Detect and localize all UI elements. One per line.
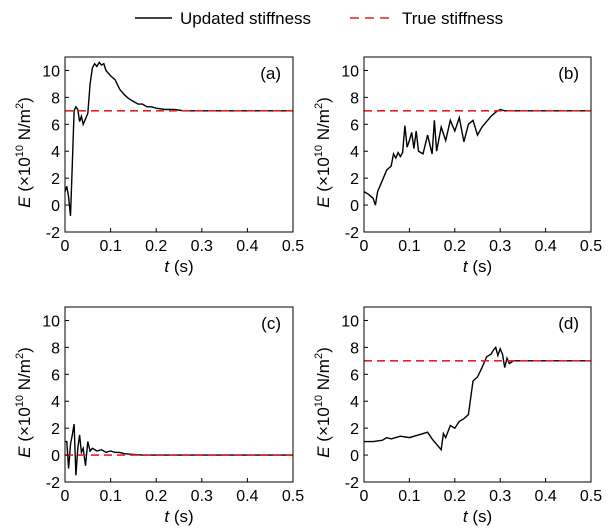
x-tick-label: 0.1 <box>99 238 121 255</box>
x-tick-label: 0.1 <box>99 488 121 505</box>
y-tick-label: 4 <box>51 144 60 161</box>
plot-frame <box>363 306 592 483</box>
x-tick-label: 0.3 <box>489 488 511 505</box>
updated-stiffness-line <box>65 423 293 476</box>
y-axis-label: E (×1010 N/m2) <box>14 347 34 458</box>
y-tick-label: 2 <box>350 421 359 438</box>
panel-label: (d) <box>558 314 579 333</box>
y-tick-label: 8 <box>51 340 60 357</box>
y-tick-label: -2 <box>345 475 359 492</box>
y-axis-label: E (×1010 N/m2) <box>313 97 333 208</box>
plot-frame <box>363 56 592 233</box>
y-tick-label: 8 <box>350 90 359 107</box>
y-tick-label: 6 <box>350 117 359 134</box>
x-tick-label: 0.1 <box>398 488 420 505</box>
x-tick-label: 0.4 <box>236 238 258 255</box>
plot-frame <box>64 306 294 483</box>
x-tick-label: 0.5 <box>580 238 602 255</box>
x-tick-label: 0.4 <box>534 238 556 255</box>
y-tick-label: -2 <box>345 225 359 242</box>
updated-stiffness-line <box>364 345 591 452</box>
y-tick-label: 4 <box>350 144 359 161</box>
y-tick-label: 2 <box>350 171 359 188</box>
x-axis-label: t (s) <box>164 257 193 276</box>
y-tick-label: 0 <box>51 448 60 465</box>
x-tick-label: 0.4 <box>236 488 258 505</box>
y-tick-label: 6 <box>51 367 60 384</box>
panel-label: (c) <box>261 314 281 333</box>
x-tick-label: 0.5 <box>282 488 304 505</box>
y-tick-label: 2 <box>51 421 60 438</box>
x-tick-label: 0 <box>61 488 70 505</box>
x-tick-label: 0 <box>360 238 369 255</box>
updated-stiffness-line <box>363 108 591 206</box>
y-tick-label: 4 <box>350 394 359 411</box>
legend-label-true: True stiffness <box>402 9 503 28</box>
legend-label-updated: Updated stiffness <box>180 9 311 28</box>
x-tick-label: 0.1 <box>398 238 420 255</box>
y-tick-label: 10 <box>42 313 60 330</box>
x-axis-label: t (s) <box>463 257 492 276</box>
x-tick-label: 0.3 <box>191 488 213 505</box>
y-tick-label: 0 <box>51 198 60 215</box>
x-tick-label: 0 <box>360 488 369 505</box>
x-tick-label: 0.5 <box>282 238 304 255</box>
y-tick-label: 8 <box>51 90 60 107</box>
y-tick-label: 6 <box>350 367 359 384</box>
y-tick-label: 10 <box>42 63 60 80</box>
x-tick-label: 0.5 <box>580 488 602 505</box>
y-axis-label: E (×1010 N/m2) <box>313 347 333 458</box>
y-tick-label: 0 <box>350 448 359 465</box>
y-tick-label: 4 <box>51 394 60 411</box>
panel-label: (b) <box>558 64 579 83</box>
y-tick-label: 6 <box>51 117 60 134</box>
x-axis-label: t (s) <box>164 507 193 526</box>
x-tick-label: 0.2 <box>145 488 167 505</box>
x-axis-label: t (s) <box>463 507 492 526</box>
x-tick-label: 0.2 <box>444 238 466 255</box>
x-tick-label: 0.3 <box>489 238 511 255</box>
y-tick-label: 8 <box>350 340 359 357</box>
x-tick-label: 0.4 <box>534 488 556 505</box>
plot-frame <box>64 56 294 233</box>
y-tick-label: 2 <box>51 171 60 188</box>
legend: Updated stiffness True stiffness <box>135 9 503 28</box>
x-tick-label: 0.2 <box>444 488 466 505</box>
panel-label: (a) <box>260 64 281 83</box>
y-axis-label: E (×1010 N/m2) <box>14 97 34 208</box>
y-tick-label: -2 <box>46 475 60 492</box>
y-tick-label: 0 <box>350 198 359 215</box>
y-tick-label: 10 <box>341 63 359 80</box>
y-tick-label: 10 <box>341 313 359 330</box>
y-tick-label: -2 <box>46 225 60 242</box>
updated-stiffness-line <box>64 61 293 216</box>
x-tick-label: 0 <box>61 238 70 255</box>
x-tick-label: 0.2 <box>145 238 167 255</box>
x-tick-label: 0.3 <box>191 238 213 255</box>
